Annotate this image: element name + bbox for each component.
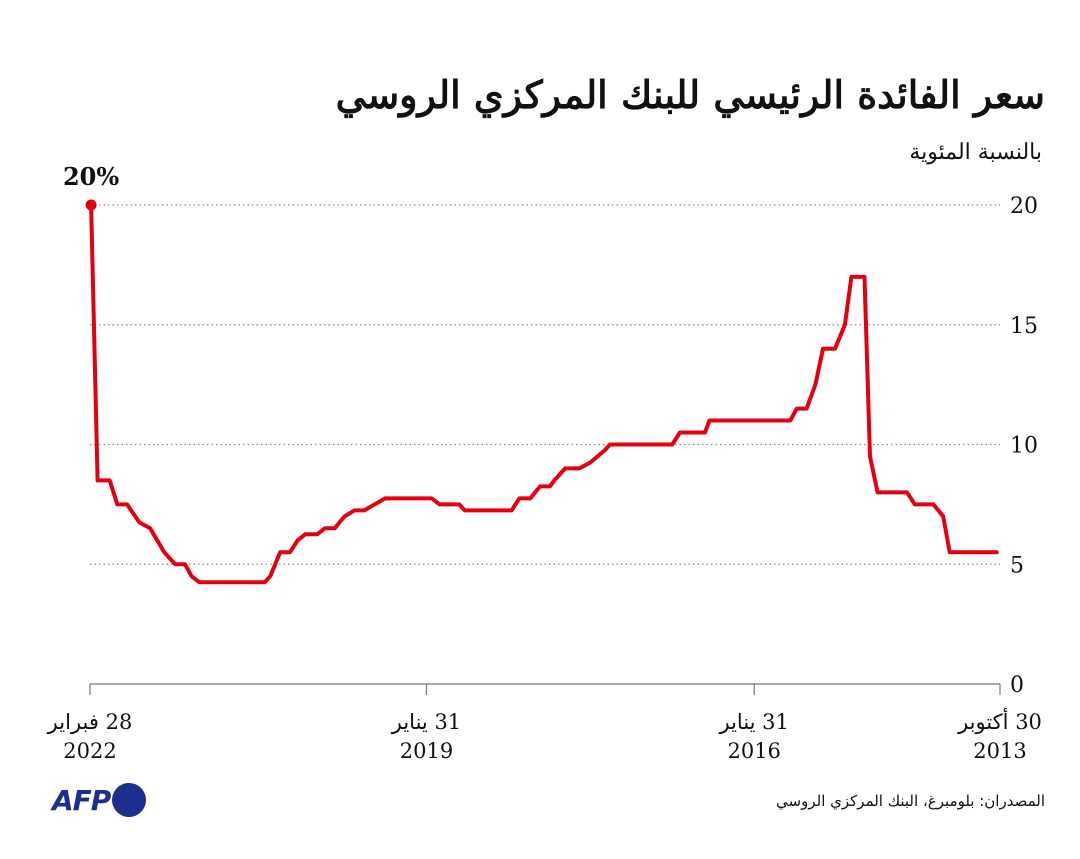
- afp-logo-dot: [112, 783, 147, 817]
- x-tick-year: 2016: [727, 739, 780, 763]
- x-tick-label: 30 أكتوبر: [957, 707, 1042, 735]
- x-tick-label: 28 فبراير: [47, 710, 133, 735]
- afp-logo: AFP: [52, 783, 147, 817]
- y-tick-label: 20: [1010, 194, 1038, 219]
- x-tick-label: 31 يناير: [391, 710, 461, 735]
- chart-subtitle: بالنسبة المئوية: [909, 140, 1042, 165]
- y-tick-label: 15: [1010, 314, 1038, 339]
- source-note: المصدران: بلومبرغ، البنك المركزي الروسي: [776, 792, 1045, 810]
- x-tick-year: 2022: [63, 739, 116, 763]
- line-chart: 0 5 10 15 20 28 فبراير 2022 31 يناير 2019 31 يناي…: [47, 162, 1042, 763]
- chart-title: سعر الفائدة الرئيسي للبنك المركزي الروسي: [335, 72, 1045, 117]
- x-tick-year: 2013: [973, 739, 1026, 763]
- x-tick-label: 31 يناير: [718, 710, 788, 735]
- afp-logo-text: AFP: [52, 783, 111, 817]
- y-tick-label: 5: [1010, 553, 1024, 578]
- x-tick-year: 2019: [400, 739, 453, 763]
- annotation-dot: [85, 199, 97, 211]
- annotation-label: 20%: [63, 162, 119, 191]
- y-tick-label: 0: [1010, 673, 1024, 698]
- series-line: [89, 203, 999, 585]
- y-tick-label: 10: [1010, 434, 1038, 459]
